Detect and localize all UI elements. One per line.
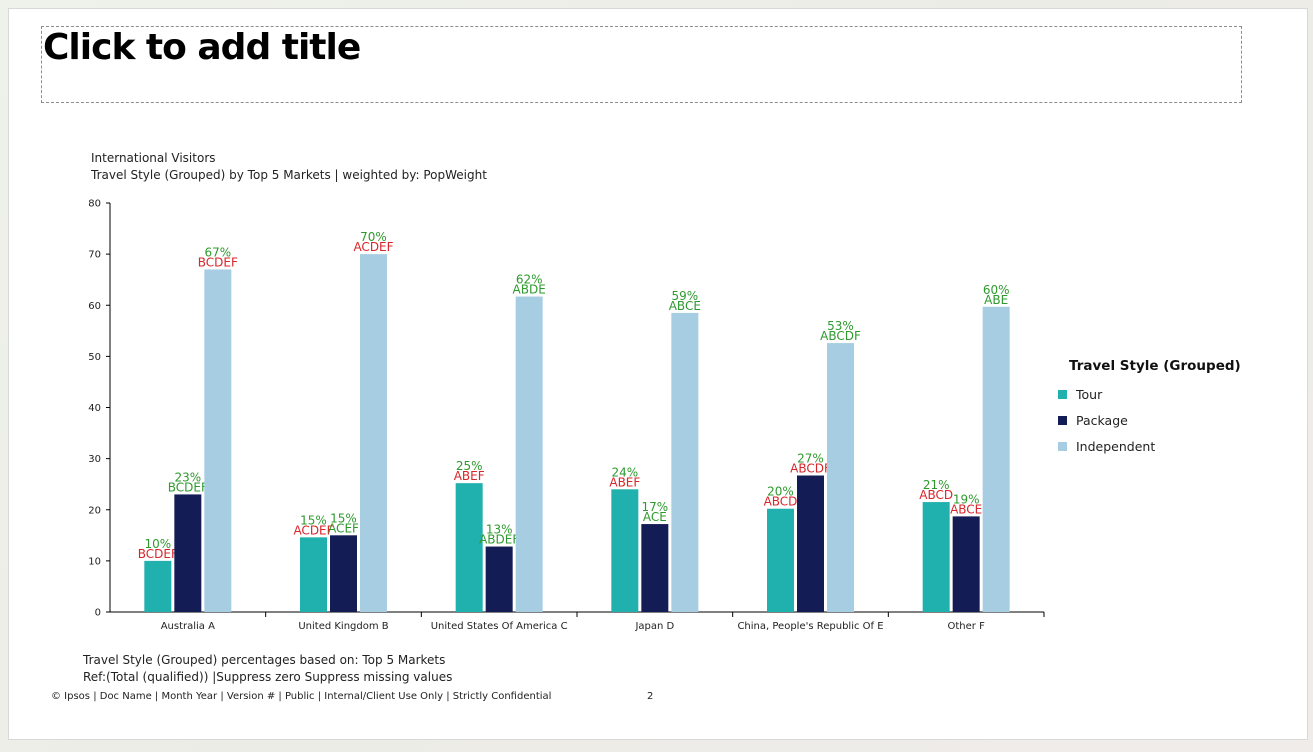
y-tick-label: 50 (88, 352, 101, 363)
y-tick-label: 60 (88, 301, 101, 312)
x-category-label: United Kingdom B (298, 621, 388, 632)
bar-tour (455, 483, 483, 612)
sig-letters-label: ABEF (454, 469, 485, 483)
sig-letters-label: BCDEF (138, 547, 178, 561)
page-number: 2 (647, 691, 654, 702)
title-placeholder-box[interactable]: Click to add title (41, 26, 1242, 103)
sig-letters-label: ABCDF (820, 329, 861, 343)
x-category-label: Australia A (161, 621, 215, 632)
data-label: 67% (204, 245, 231, 259)
ref-note: Ref:(Total (qualified)) |Suppress zero S… (83, 670, 453, 684)
bar-package (485, 546, 513, 612)
sig-letters-label: ABE (984, 293, 1008, 307)
legend-item-package: Package (1058, 407, 1241, 433)
data-label: 21% (923, 478, 950, 492)
bar-independent (671, 312, 699, 612)
bar-tour (144, 560, 172, 612)
data-label: 13% (486, 523, 513, 537)
sig-letters-label: ACE (643, 510, 667, 524)
data-label: 25% (456, 459, 483, 473)
data-label: 10% (144, 537, 171, 551)
bar-package (641, 524, 669, 612)
y-tick-label: 0 (95, 608, 101, 619)
y-tick-label: 30 (88, 454, 101, 465)
y-tick-label: 70 (88, 250, 101, 261)
bar-independent (982, 306, 1010, 612)
chart-legend: Travel Style (Grouped) Tour Package Inde… (1058, 358, 1241, 459)
bar-package (952, 516, 980, 612)
data-label: 19% (953, 492, 980, 506)
legend-swatch-independent (1058, 441, 1067, 451)
sig-letters-label: ABDEF (479, 533, 519, 547)
y-tick-label: 10 (88, 556, 101, 567)
sig-letters-label: ACEF (328, 521, 359, 535)
sig-letters-label: ABCE (669, 299, 701, 313)
title-placeholder-text[interactable]: Click to add title (43, 27, 361, 68)
y-tick-label: 80 (88, 199, 101, 210)
data-label: 15% (300, 513, 327, 527)
bar-tour (611, 489, 639, 612)
data-label: 23% (174, 470, 201, 484)
data-label: 62% (516, 273, 543, 287)
sig-letters-label: ABCDF (790, 461, 831, 475)
bar-tour (767, 508, 794, 612)
bar-tour (300, 537, 327, 612)
sig-letters-label: BCDEF (198, 255, 238, 269)
legend-label-tour: Tour (1076, 386, 1103, 402)
base-note: Travel Style (Grouped) percentages based… (83, 653, 446, 667)
x-category-label: United States Of America C (431, 621, 568, 632)
bar-independent (827, 343, 854, 612)
x-category-label: Japan D (634, 621, 674, 632)
legend-label-independent: Independent (1076, 438, 1156, 454)
chart-header-line2: Travel Style (Grouped) by Top 5 Markets … (90, 168, 487, 182)
x-category-label: China, People's Republic Of E (737, 621, 883, 632)
data-label: 59% (671, 289, 698, 303)
data-label: 70% (360, 230, 387, 244)
sig-letters-label: ABCD (764, 495, 798, 509)
legend-swatch-tour (1058, 389, 1067, 399)
sig-letters-label: ACDEF (293, 523, 333, 537)
bar-package (797, 475, 824, 612)
legend-item-independent: Independent (1058, 433, 1241, 459)
x-category-label: Other F (948, 621, 986, 632)
bar-tour (922, 502, 950, 612)
chart-header-line1: International Visitors (91, 151, 216, 165)
data-label: 24% (611, 465, 638, 479)
sig-letters-label: ABCD (919, 488, 953, 502)
data-label: 60% (983, 283, 1010, 297)
bar-package (330, 535, 357, 612)
bar-independent (204, 269, 232, 612)
bar-independent (515, 296, 543, 612)
legend-title: Travel Style (Grouped) (1069, 358, 1241, 374)
sig-letters-label: ABCE (950, 502, 982, 516)
legend-swatch-package (1058, 415, 1067, 425)
data-label: 17% (641, 500, 668, 514)
sig-letters-label: BCDEF (168, 480, 208, 494)
bar-independent (360, 254, 387, 612)
data-label: 27% (797, 451, 824, 465)
legend-item-tour: Tour (1058, 381, 1241, 407)
confidentiality-footer: © Ipsos | Doc Name | Month Year | Versio… (51, 691, 552, 702)
data-label: 53% (827, 319, 854, 333)
bar-package (174, 494, 202, 612)
legend-label-package: Package (1076, 412, 1128, 428)
sig-letters-label: ABDE (513, 283, 546, 297)
sig-letters-label: ABEF (609, 475, 640, 489)
y-tick-label: 20 (88, 505, 101, 516)
sig-letters-label: ACDEF (353, 240, 393, 254)
y-tick-label: 40 (88, 403, 101, 414)
data-label: 15% (330, 511, 357, 525)
data-label: 20% (767, 485, 794, 499)
